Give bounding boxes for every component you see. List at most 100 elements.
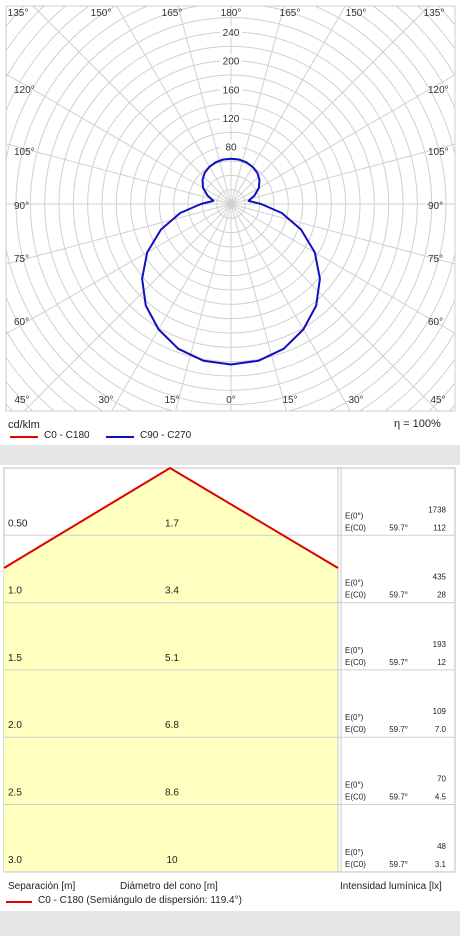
row-ec0-value: 3.1 [435,860,447,869]
angle-label-bottom: 30° [98,395,113,406]
angle-label-right: 75° [428,254,443,265]
polar-spoke [230,203,439,411]
row-e0-label: E(0°) [345,848,364,857]
polar-diagram-panel: 240 200 160 120 80 135° 150° 165° 180° 165° 150° 13… [0,0,460,445]
polar-spoke [230,143,455,205]
polar-grid [6,6,455,411]
polar-spoke [230,74,455,205]
row-ec0-label: E(C0) [345,523,366,532]
legend-c0-line [10,436,38,438]
polar-efficiency-label: η = 100% [394,418,441,430]
polar-curve-c90-c270 [141,157,321,366]
row-ec0-label: E(C0) [345,860,366,869]
angle-label-left: 75° [14,254,29,265]
row-ec0-value: 12 [437,658,446,667]
row-separation: 1.0 [8,586,22,597]
radial-label-bg [220,140,242,152]
polar-spoke [6,73,232,205]
row-diameter: 5.1 [165,653,179,664]
row-ec0-value: 112 [433,523,446,532]
polar-spoke [23,203,232,411]
row-separation: 2.0 [8,720,22,731]
row-angle: 59.7° [389,725,408,734]
radial-label: 120 [223,114,240,125]
angle-label-left: 105° [14,147,35,158]
column-separation-label: Separación [m] [8,881,76,892]
column-diameter-label: Diámetro del cono [m] [120,881,218,892]
polar-spoke [230,203,352,411]
row-e0-value: 435 [433,573,447,582]
radial-label: 240 [223,28,240,39]
cone-legend-line [6,901,32,903]
row-separation: 0.50 [8,518,28,529]
row-ec0-label: E(C0) [345,591,366,600]
row-e0-value: 1738 [428,505,446,514]
polar-unit-label: cd/klm [8,419,40,431]
polar-curves [141,157,321,366]
row-diameter: 3.4 [165,586,179,597]
angle-label-left: 120° [14,85,35,96]
polar-spoke [230,6,430,205]
column-intensity-label: Intensidad lumínica [lx] [340,881,442,892]
row-ec0-value: 28 [437,591,446,600]
angle-label-left: 90° [14,201,29,212]
angle-label-top: 150° [346,8,367,19]
radial-label-bg [220,54,242,66]
row-diameter: 8.6 [165,788,179,799]
row-e0-label: E(0°) [345,511,364,520]
angle-label-top: 165° [162,8,183,19]
polar-labels: 240 200 160 120 80 135° 150° 165° 180° 165° 150° 13… [8,8,449,406]
row-ec0-value: 4.5 [435,793,447,802]
angle-label-top: 135° [8,8,29,19]
row-e0-label: E(0°) [345,713,364,722]
polar-spoke [230,203,455,334]
polar-spoke [230,6,285,205]
row-diameter: 6.8 [165,720,179,731]
polar-spoke [6,203,232,335]
polar-spoke [230,203,287,411]
angle-label-right: 105° [428,147,449,158]
radial-label-bg [220,26,242,37]
row-separation: 1.5 [8,653,22,664]
angle-label-bottom: 15° [282,395,297,406]
row-e0-value: 193 [433,640,447,649]
polar-spoke [110,203,232,411]
row-ec0-label: E(C0) [345,658,366,667]
angle-label-bottom: 15° [164,395,179,406]
polar-spoke [230,203,455,265]
row-ec0-label: E(C0) [345,793,366,802]
cone-edge [3,466,339,569]
angle-label-bottom: 45° [430,395,445,406]
row-separation: 2.5 [8,788,22,799]
legend-c90-line [106,436,134,438]
polar-spoke [116,6,232,205]
radial-label-bg [220,83,242,95]
row-e0-label: E(0°) [345,579,364,588]
row-angle: 59.7° [389,523,408,532]
row-diameter: 1.7 [165,518,179,529]
angle-label-top: 180° [221,8,242,19]
angle-label-bottom: 30° [348,395,363,406]
row-angle: 59.7° [389,591,408,600]
legend-c90-label: C90 - C270 [140,430,192,441]
row-e0-label: E(0°) [345,781,364,790]
radial-label: 200 [223,57,240,68]
polar-spoke [175,203,232,411]
angle-label-right: 60° [428,317,443,328]
cone-rows: 0.50 1.7 E(0°) 1738 E(C0) 59.7° 112 1.0 3.4 E(0°)… [8,505,447,869]
row-ec0-label: E(C0) [345,725,366,734]
polar-spoke [32,6,232,205]
cone-legend-label: C0 - C180 (Semiángulo de dispersión: 119… [38,895,242,906]
polar-spoke [177,6,232,205]
row-angle: 59.7° [389,658,408,667]
cone-diagram: 0.50 1.7 E(0°) 1738 E(C0) 59.7° 112 1.0 3.4 E(0°)… [3,466,456,873]
radial-label: 80 [225,143,237,154]
polar-diagram: 240 200 160 120 80 135° 150° 165° 180° 165° 150° 13… [5,5,456,412]
angle-label-top: 165° [280,8,301,19]
row-ec0-value: 7.0 [435,725,447,734]
angle-label-bottom: 45° [14,395,29,406]
row-angle: 59.7° [389,860,408,869]
legend-c0-label: C0 - C180 [44,430,90,441]
row-e0-value: 109 [433,707,447,716]
row-angle: 59.7° [389,793,408,802]
